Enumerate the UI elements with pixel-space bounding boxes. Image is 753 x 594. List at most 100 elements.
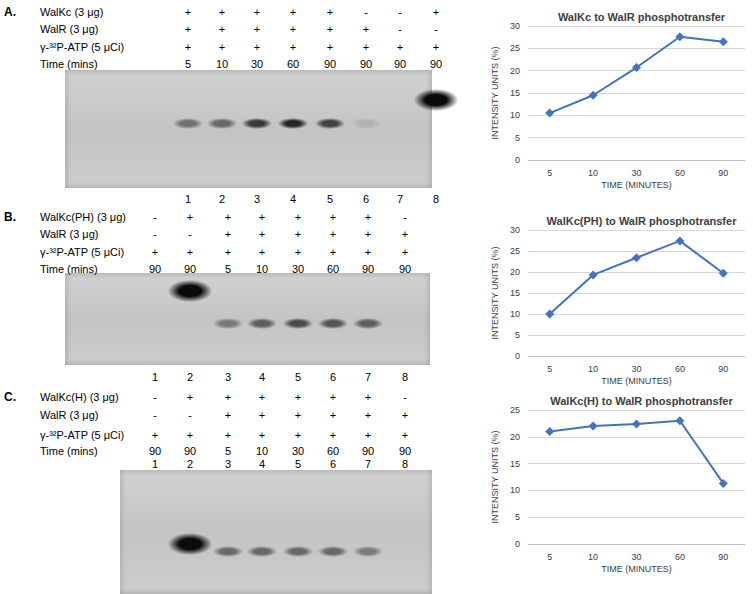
html-text:2: 2 — [186, 371, 194, 383]
html-text:γ-³²P-ATP (5 μCi): γ-³²P-ATP (5 μCi) — [40, 429, 125, 441]
html-text:7: 7 — [364, 371, 372, 383]
svg-text:30: 30 — [510, 21, 520, 31]
svg-text:INTENSITY UNITS (%): INTENSITY UNITS (%) — [490, 47, 500, 140]
html-text:60: 60 — [326, 445, 340, 457]
svg-text:20: 20 — [510, 66, 520, 76]
html-text:WalKc(H) (3 μg): WalKc(H) (3 μg) — [40, 391, 119, 403]
svg-text:60: 60 — [675, 168, 685, 178]
html-text:30: 30 — [291, 445, 305, 457]
svg-text:30: 30 — [510, 225, 520, 235]
html-text:5: 5 — [224, 263, 232, 275]
svg-text:WalKc(PH) to WalR phosphotrans: WalKc(PH) to WalR phosphotransfer — [547, 215, 738, 227]
html-text:Time (mins): Time (mins) — [40, 58, 98, 70]
html-text:A.: A. — [4, 5, 16, 19]
html-text:γ-³²P-ATP (5 μCi): γ-³²P-ATP (5 μCi) — [40, 41, 125, 53]
html-text:6: 6 — [329, 371, 337, 383]
svg-text:20: 20 — [510, 267, 520, 277]
svg-text:TIME (MINUTES): TIME (MINUTES) — [601, 564, 672, 574]
html-text:2: 2 — [218, 193, 226, 205]
html-text:3: 3 — [224, 371, 232, 383]
svg-text:90: 90 — [718, 552, 728, 562]
html-text:WalKc (3 μg): WalKc (3 μg) — [40, 6, 104, 18]
svg-text:90: 90 — [718, 364, 728, 374]
svg-text:15: 15 — [510, 288, 520, 298]
html-text:90: 90 — [361, 263, 375, 275]
svg-text:5: 5 — [515, 512, 520, 522]
svg-text:5: 5 — [547, 364, 552, 374]
html-text:1: 1 — [184, 193, 192, 205]
html-text:6: 6 — [362, 193, 370, 205]
html-text:8: 8 — [401, 371, 409, 383]
html-text:4: 4 — [258, 371, 266, 383]
svg-text:5: 5 — [547, 168, 552, 178]
html-text:WalR (3 μg): WalR (3 μg) — [40, 228, 99, 240]
svg-text:10: 10 — [510, 309, 520, 319]
svg-text:10: 10 — [588, 364, 598, 374]
html-text:C.: C. — [4, 390, 16, 404]
html-text:5: 5 — [294, 371, 302, 383]
svg-text:INTENSITY UNITS (%): INTENSITY UNITS (%) — [490, 247, 500, 340]
html-text:10: 10 — [255, 445, 269, 457]
html-text:90: 90 — [148, 445, 162, 457]
html-text:7: 7 — [396, 193, 404, 205]
svg-text:10: 10 — [588, 552, 598, 562]
svg-text:30: 30 — [631, 364, 641, 374]
html-text:30: 30 — [291, 263, 305, 275]
html-text:Time (mins): Time (mins) — [40, 445, 98, 457]
html-text:4: 4 — [289, 193, 297, 205]
svg-text:INTENSITY UNITS (%): INTENSITY UNITS (%) — [490, 431, 500, 524]
html-text:5: 5 — [224, 445, 232, 457]
svg-text:25: 25 — [510, 405, 520, 415]
svg-text:60: 60 — [675, 552, 685, 562]
html-text:WalR (3 μg): WalR (3 μg) — [40, 23, 99, 35]
svg-text:TIME (MINUTES): TIME (MINUTES) — [601, 376, 672, 386]
svg-text:0: 0 — [515, 155, 520, 165]
html-text:90: 90 — [183, 263, 197, 275]
svg-text:TIME (MINUTES): TIME (MINUTES) — [601, 180, 672, 190]
html-text:60: 60 — [326, 263, 340, 275]
svg-text:WalKc(H) to WalR phosphotransf: WalKc(H) to WalR phosphotransfer — [550, 395, 733, 407]
svg-text:10: 10 — [510, 110, 520, 120]
html-text:γ-³²P-ATP (5 μCi): γ-³²P-ATP (5 μCi) — [40, 246, 125, 258]
html-text:1: 1 — [151, 458, 159, 470]
html-text:5: 5 — [184, 58, 192, 70]
svg-text:20: 20 — [510, 432, 520, 442]
html-text:90: 90 — [361, 445, 375, 457]
html-text:Time (mins): Time (mins) — [40, 263, 98, 275]
svg-text:30: 30 — [631, 168, 641, 178]
html-text:10: 10 — [255, 263, 269, 275]
svg-text:0: 0 — [515, 351, 520, 361]
svg-text:15: 15 — [510, 88, 520, 98]
svg-text:10: 10 — [588, 168, 598, 178]
html-text:90: 90 — [393, 58, 407, 70]
svg-text:5: 5 — [515, 133, 520, 143]
svg-text:5: 5 — [547, 552, 552, 562]
html-text:5: 5 — [326, 193, 334, 205]
svg-text:25: 25 — [510, 43, 520, 53]
html-text:3: 3 — [253, 193, 261, 205]
html-text:30: 30 — [250, 58, 264, 70]
svg-text:30: 30 — [631, 552, 641, 562]
html-text:60: 60 — [286, 58, 300, 70]
svg-text:10: 10 — [510, 485, 520, 495]
svg-text:0: 0 — [515, 539, 520, 549]
svg-text:5: 5 — [515, 330, 520, 340]
html-text:B.: B. — [4, 210, 16, 224]
html-text:8: 8 — [432, 193, 440, 205]
svg-text:WalKc to WalR phosphotransfer: WalKc to WalR phosphotransfer — [558, 11, 726, 23]
svg-text:90: 90 — [718, 168, 728, 178]
svg-text:25: 25 — [510, 246, 520, 256]
html-text:90: 90 — [398, 445, 412, 457]
html-text:1: 1 — [151, 371, 159, 383]
html-text:10: 10 — [215, 58, 229, 70]
html-text:90: 90 — [148, 263, 162, 275]
html-text:90: 90 — [323, 58, 337, 70]
svg-text:60: 60 — [675, 364, 685, 374]
html-text:90: 90 — [398, 263, 412, 275]
html-text:WalR (3 μg): WalR (3 μg) — [40, 409, 99, 421]
html-text:90: 90 — [359, 58, 373, 70]
html-text:90: 90 — [429, 58, 443, 70]
svg-text:15: 15 — [510, 459, 520, 469]
html-text:WalKc(PH) (3 μg): WalKc(PH) (3 μg) — [40, 211, 126, 223]
html-text:90: 90 — [183, 445, 197, 457]
